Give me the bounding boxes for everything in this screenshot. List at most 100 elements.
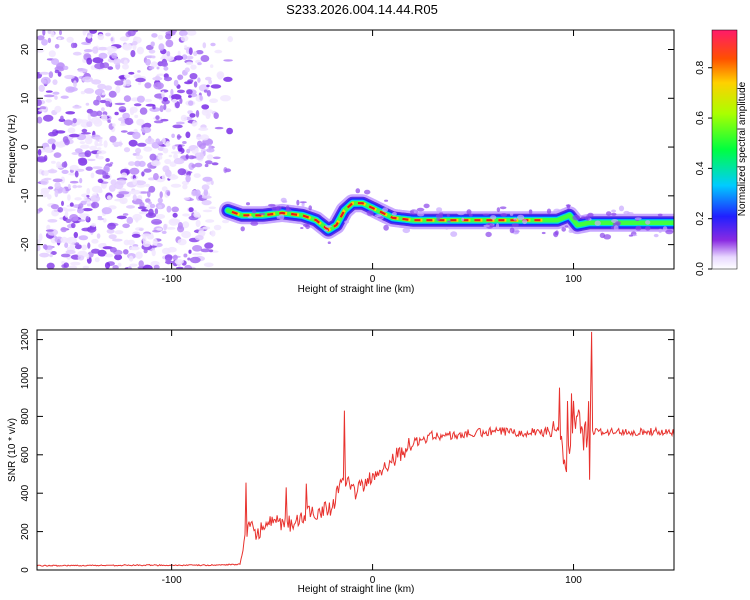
noise-blob — [188, 207, 194, 213]
noise-blob — [181, 231, 192, 239]
noise-blob — [85, 102, 90, 106]
noise-blob — [171, 133, 175, 138]
noise-blob — [101, 107, 105, 112]
noise-blob — [129, 167, 140, 175]
noise-blob — [177, 144, 183, 152]
noise-blob — [112, 265, 119, 269]
noise-blob — [150, 160, 161, 167]
noise-blob — [78, 219, 86, 222]
ridge-blob — [402, 227, 411, 234]
noise-blob — [174, 55, 184, 61]
ridge-blob — [495, 223, 500, 229]
noise-blob — [74, 244, 82, 250]
noise-blob — [163, 223, 168, 231]
ridge-blob — [384, 199, 389, 202]
noise-blob — [82, 208, 93, 212]
noise-blob — [135, 147, 142, 154]
ridge-blob — [553, 231, 559, 238]
noise-blob — [185, 61, 193, 66]
noise-blob — [93, 119, 103, 127]
noise-blob — [136, 184, 146, 188]
noise-blob — [177, 168, 187, 176]
noise-blob — [203, 188, 208, 197]
noise-blob — [63, 119, 73, 126]
noise-blob — [114, 102, 126, 106]
noise-blob — [210, 230, 216, 237]
noise-blob — [170, 183, 182, 188]
noise-blob — [162, 147, 169, 154]
ridge-blob — [324, 229, 329, 232]
noise-blob — [121, 172, 128, 178]
noise-blob — [193, 81, 198, 88]
noise-blob — [114, 80, 124, 86]
noise-blob — [107, 222, 116, 230]
noise-blob — [61, 169, 69, 174]
ridge-blob — [485, 231, 492, 238]
noise-blob — [166, 191, 171, 197]
ridge-blob — [247, 216, 253, 219]
noise-blob — [129, 108, 135, 116]
noise-blob — [129, 263, 138, 267]
noise-blob — [109, 247, 117, 253]
noise-blob — [165, 33, 172, 40]
noise-blob — [51, 58, 60, 65]
noise-blob — [54, 105, 62, 113]
noise-blob — [60, 115, 64, 121]
noise-blob — [188, 95, 192, 98]
noise-blob — [155, 214, 166, 219]
spectrogram-ridge — [218, 188, 674, 244]
noise-blob — [47, 219, 58, 223]
noise-blob — [123, 79, 127, 87]
noise-blob — [226, 127, 234, 135]
chart-title: S233.2026.004.14.44.R05 — [286, 2, 438, 17]
noise-blob — [142, 264, 153, 269]
noise-blob — [72, 51, 82, 56]
noise-blob — [210, 64, 214, 68]
noise-blob — [174, 101, 180, 109]
noise-blob — [128, 255, 134, 262]
noise-blob — [123, 95, 131, 102]
noise-blob — [133, 103, 142, 107]
noise-blob — [175, 121, 185, 125]
noise-blob — [156, 227, 163, 231]
noise-blob — [193, 211, 201, 218]
noise-blob — [52, 91, 60, 95]
noise-blob — [163, 66, 169, 71]
noise-blob — [216, 71, 225, 79]
noise-blob — [161, 61, 169, 67]
noise-blob — [144, 82, 152, 89]
noise-blob — [209, 98, 219, 103]
noise-blob — [43, 170, 49, 176]
noise-blob — [129, 246, 140, 251]
colorbar-tick-label-3: 0.6 — [695, 111, 706, 125]
ridge-blob — [308, 205, 313, 211]
noise-blob — [89, 110, 99, 117]
noise-blob — [212, 156, 221, 160]
noise-blob — [71, 152, 79, 155]
noise-blob — [123, 147, 131, 153]
noise-blob — [204, 163, 209, 168]
noise-blob — [165, 141, 171, 147]
noise-blob — [38, 109, 46, 112]
noise-blob — [125, 79, 132, 87]
noise-blob — [128, 71, 135, 75]
ridge-blob — [355, 188, 361, 194]
noise-blob — [86, 188, 91, 195]
noise-blob — [77, 255, 85, 261]
noise-blob — [189, 73, 198, 80]
noise-blob — [184, 45, 188, 49]
noise-blob — [210, 180, 214, 186]
noise-blob — [127, 239, 135, 246]
snr-ytick-label-4: 800 — [20, 408, 31, 425]
ridge-blob — [435, 214, 444, 219]
noise-blob — [227, 36, 233, 43]
noise-blob — [49, 253, 53, 258]
noise-blob — [52, 178, 63, 183]
noise-blob — [145, 137, 155, 145]
noise-blob — [168, 218, 179, 226]
noise-blob — [153, 173, 159, 181]
noise-blob — [86, 198, 91, 205]
noise-blob — [171, 94, 182, 100]
noise-blob — [97, 217, 104, 221]
